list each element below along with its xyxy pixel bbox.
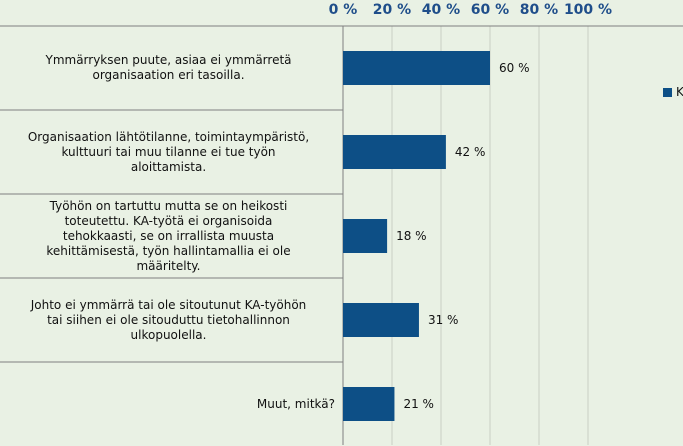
value-label: 21 % [403,397,434,411]
category-label: Organisaation lähtötilanne, toimintaympä… [2,110,335,194]
legend-label: K [676,85,683,99]
category-label-line: Organisaation lähtötilanne, toimintaympä… [27,129,310,144]
x-tick-label: 20 % [373,2,411,18]
category-label-line: kulttuuri tai muu tilanne ei tue työn [61,144,276,159]
category-label-line: Ymmärryksen puute, asiaa ei ymmärretä [45,53,292,67]
row-separators [0,109,343,363]
legend: K [663,85,683,99]
category-label-line: kehittämisestä, työn hallintamallia ei o… [46,243,291,258]
category-label-line: Työhön on tartuttu mutta se on heikosti [49,198,288,213]
category-label: Ymmärryksen puute, asiaa ei ymmärretä org… [2,26,335,110]
category-label-line: organisaation eri tasoilla. [92,68,245,82]
bar [343,303,419,337]
bar [343,387,395,421]
x-tick-label: 80 % [520,2,558,18]
legend-swatch [663,87,672,97]
gridlines [0,25,683,445]
category-label: Muut, mitkä? [2,362,335,446]
category-label-line: Johto ei ymmärrä tai ole sitoutunut KA-t… [30,297,307,312]
x-tick-label: 60 % [471,2,509,18]
bar [343,51,490,85]
value-label: 42 % [455,145,486,159]
x-tick-label: 100 % [564,2,612,18]
value-labels: 60 % 42 % 18 % 31 % 21 % [396,61,529,411]
x-tick-label: 0 % [329,2,358,18]
category-label-line: määritelty. [136,258,201,273]
value-label: 18 % [396,229,427,243]
bars [343,51,490,421]
category-label-line: aloittamista. [130,159,207,174]
category-label-line: ulkopuolella. [130,327,207,342]
category-label-line: Muut, mitkä? [256,396,335,411]
category-label-line: tai siihen ei ole sitouduttu tietohallin… [47,312,290,327]
category-label-line: tehokkaasti, se on irrallista muusta [62,228,275,243]
category-label: Työhön on tartuttu mutta se on heikosti t… [2,194,335,278]
x-tick-label: 40 % [422,2,460,18]
value-label: 60 % [499,61,530,75]
bar [343,219,388,253]
bar [343,135,446,169]
x-axis-ticks: 0 % 20 % 40 % 60 % 80 % 100 % [329,2,612,18]
category-label: Johto ei ymmärrä tai ole sitoutunut KA-t… [2,278,335,362]
value-label: 31 % [428,313,459,327]
category-label-line: toteutettu. KA-työtä ei organisoida [64,213,273,228]
